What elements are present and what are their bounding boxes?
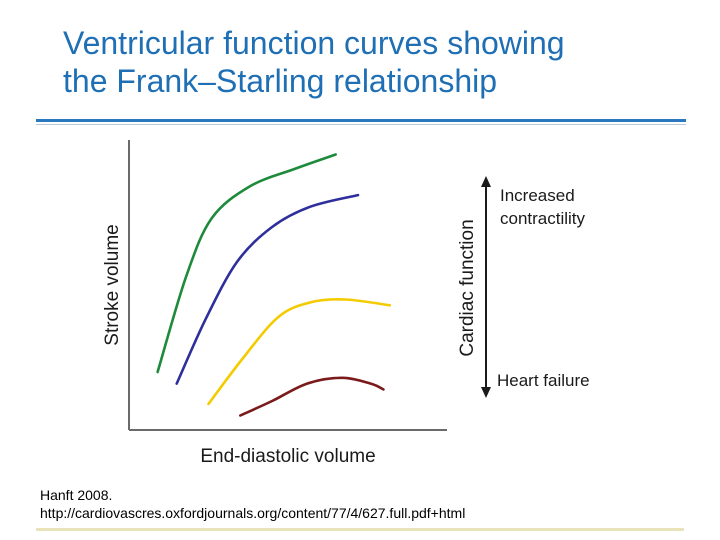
plot-area <box>128 140 447 431</box>
cardiac-function-annotation: Cardiac function Increased contractility… <box>457 176 590 398</box>
footer-divider <box>36 528 684 531</box>
title-divider <box>36 119 686 122</box>
x-axis-label: End-diastolic volume <box>200 446 375 467</box>
source-author: Hanft 2008. <box>40 487 113 503</box>
slide-title-line-1: Ventricular function curves showing <box>63 25 565 61</box>
increased-contractility-label-line-1: Increased <box>500 186 575 205</box>
increased-contractility-label-line-2: contractility <box>500 209 586 228</box>
cardiac-function-label: Cardiac function <box>457 219 478 356</box>
title-divider-thin <box>36 124 686 125</box>
arrow-down-icon <box>481 387 491 398</box>
source-url[interactable]: http://cardiovascres.oxfordjournals.org/… <box>40 505 466 521</box>
arrow-up-icon <box>481 176 491 187</box>
series-line-1 <box>156 153 337 374</box>
series-line-2 <box>175 193 360 385</box>
series-line-4 <box>239 376 385 417</box>
heart-failure-label: Heart failure <box>497 371 590 390</box>
source-citation: Hanft 2008. http://cardiovascres.oxfordj… <box>40 486 680 522</box>
slide-title-line-2: the Frank–Starling relationship <box>63 63 498 99</box>
slide-title: Ventricular function curves showing the … <box>63 24 693 100</box>
series-line-3 <box>207 298 392 406</box>
y-axis-label: Stroke volume <box>102 224 123 345</box>
